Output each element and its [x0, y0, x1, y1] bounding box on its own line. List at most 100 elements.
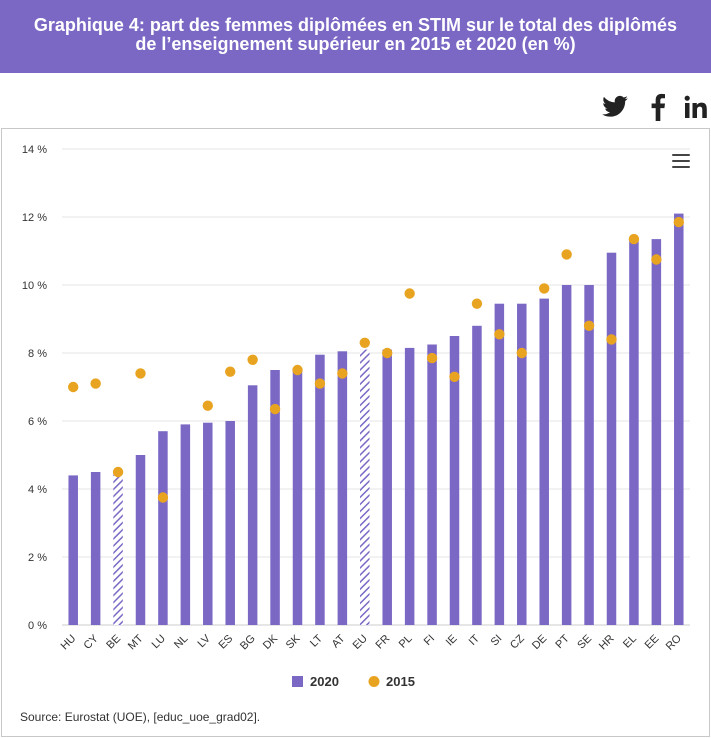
x-tick-label: LT	[308, 632, 325, 649]
dot-2015-IT[interactable]	[471, 298, 483, 309]
bar-2020-FR[interactable]	[382, 349, 392, 625]
bar-2020-HU[interactable]	[68, 475, 78, 625]
legend-label-2020[interactable]: 2020	[310, 674, 339, 689]
bar-2020-SK[interactable]	[292, 368, 303, 625]
bar-2020-IT[interactable]	[472, 325, 482, 625]
bar-2020-LU[interactable]	[158, 431, 168, 625]
dot-2015-SE[interactable]	[583, 320, 595, 331]
x-tick-label: CZ	[508, 632, 527, 651]
x-tick-label: SI	[489, 633, 505, 649]
y-tick-label: 8 %	[28, 348, 47, 360]
dot-2015-FI[interactable]	[426, 352, 438, 364]
x-tick-label: IE	[444, 633, 460, 649]
dot-2015-RO[interactable]	[673, 216, 684, 228]
x-tick-label: AT	[330, 632, 348, 650]
bar-2020-DK[interactable]	[270, 370, 280, 625]
legend-swatch-2020	[292, 676, 303, 687]
dot-2015-BE[interactable]	[112, 466, 124, 478]
x-tick-label: EL	[621, 633, 639, 651]
x-tick-label: EE	[643, 633, 662, 652]
x-tick-label: EU	[351, 633, 370, 652]
x-tick-label: CY	[81, 632, 101, 652]
x-tick-label: FI	[422, 633, 437, 648]
dot-2015-EE[interactable]	[651, 254, 662, 265]
bar-2020-SE[interactable]	[584, 285, 594, 625]
dot-2015-FR[interactable]	[382, 347, 393, 359]
x-tick-label: DK	[261, 632, 281, 652]
bar-2020-IE[interactable]	[449, 336, 460, 625]
legend-swatch-2015	[368, 676, 380, 687]
bar-2020-EE[interactable]	[651, 239, 662, 625]
bar-2020-HR[interactable]	[606, 252, 617, 625]
x-tick-label: NL	[172, 633, 190, 651]
dot-2015-PT[interactable]	[561, 249, 572, 260]
dot-2015-HU[interactable]	[68, 381, 79, 393]
dot-2015-EU[interactable]	[359, 337, 370, 348]
bar-2020-PL[interactable]	[404, 347, 415, 625]
x-tick-label: MT	[126, 632, 146, 652]
dot-2015-HR[interactable]	[606, 334, 617, 345]
twitter-icon[interactable]	[601, 93, 629, 121]
dot-2015-PL[interactable]	[404, 288, 415, 299]
y-tick-label: 12 %	[22, 212, 47, 224]
legend-label-2015[interactable]: 2015	[386, 674, 415, 689]
y-tick-label: 0 %	[28, 620, 47, 632]
x-tick-label: FR	[373, 633, 392, 652]
bar-2020-MT[interactable]	[135, 455, 146, 625]
dot-2015-LU[interactable]	[157, 492, 169, 503]
x-tick-label: DE	[530, 633, 549, 652]
dot-2015-BG[interactable]	[247, 354, 258, 365]
bar-2020-BG[interactable]	[247, 385, 258, 625]
x-tick-label: IT	[467, 632, 483, 648]
bar-2020-CY[interactable]	[90, 472, 101, 625]
x-tick-label: PL	[397, 633, 415, 651]
bar-2020-DE[interactable]	[539, 298, 549, 625]
bar-2020-AT[interactable]	[337, 351, 348, 625]
dot-2015-DE[interactable]	[539, 283, 550, 294]
y-tick-label: 2 %	[28, 552, 47, 564]
dots-2015	[68, 216, 684, 503]
dot-2015-EL[interactable]	[628, 233, 640, 245]
y-tick-label: 4 %	[28, 484, 47, 496]
bar-2020-EU[interactable]	[360, 349, 370, 625]
facebook-icon[interactable]	[651, 93, 665, 121]
x-tick-label: LU	[150, 633, 168, 651]
dot-2015-AT[interactable]	[337, 368, 348, 379]
dot-2015-LT[interactable]	[314, 378, 326, 389]
chart-svg: 0 % 2 % 4 % 6 % 8 % 10 % 12 % 14 % HU CY BE MT LU NL…	[22, 144, 690, 689]
chart-title: Graphique 4: part des femmes diplômées e…	[0, 0, 711, 73]
chart-title-line-2: de l’enseignement supérieur en 2015 et 2…	[135, 34, 576, 54]
x-tick-label: HU	[59, 633, 79, 653]
bar-2020-CZ[interactable]	[517, 303, 527, 625]
dot-2015-DK[interactable]	[269, 403, 281, 415]
chart-title-line-1: Graphique 4: part des femmes diplômées e…	[33, 15, 678, 35]
dot-2015-CZ[interactable]	[516, 347, 527, 359]
legend[interactable]: 2020 2015	[292, 674, 415, 689]
dot-2015-CY[interactable]	[90, 378, 101, 389]
x-tick-label: SE	[575, 633, 594, 652]
bars-2020	[68, 213, 684, 626]
x-tick-label: RO	[664, 632, 684, 652]
dot-2015-SK[interactable]	[292, 364, 303, 376]
x-tick-label: PT	[553, 632, 572, 651]
y-tick-label: 6 %	[28, 416, 47, 428]
bar-2020-PT[interactable]	[561, 285, 572, 625]
dot-2015-IE[interactable]	[449, 371, 460, 382]
bar-2020-ES[interactable]	[225, 421, 235, 625]
hamburger-menu-icon[interactable]	[672, 154, 690, 168]
y-tick-label: 10 %	[22, 280, 47, 292]
y-tick-label: 14 %	[22, 144, 47, 156]
bar-2020-BE[interactable]	[113, 472, 123, 625]
dot-2015-SI[interactable]	[494, 329, 505, 340]
dot-2015-ES[interactable]	[225, 366, 236, 377]
dot-2015-LV[interactable]	[202, 400, 213, 411]
bar-2020-LT[interactable]	[315, 354, 325, 625]
linkedin-icon[interactable]	[684, 93, 708, 121]
bar-2020-RO[interactable]	[674, 213, 684, 625]
bar-2020-NL[interactable]	[180, 424, 191, 625]
bar-2020-EL[interactable]	[629, 239, 639, 625]
bar-2020-FI[interactable]	[427, 344, 437, 626]
dot-2015-MT[interactable]	[135, 368, 146, 379]
bar-2020-SI[interactable]	[494, 303, 505, 625]
bar-2020-LV[interactable]	[203, 422, 213, 625]
